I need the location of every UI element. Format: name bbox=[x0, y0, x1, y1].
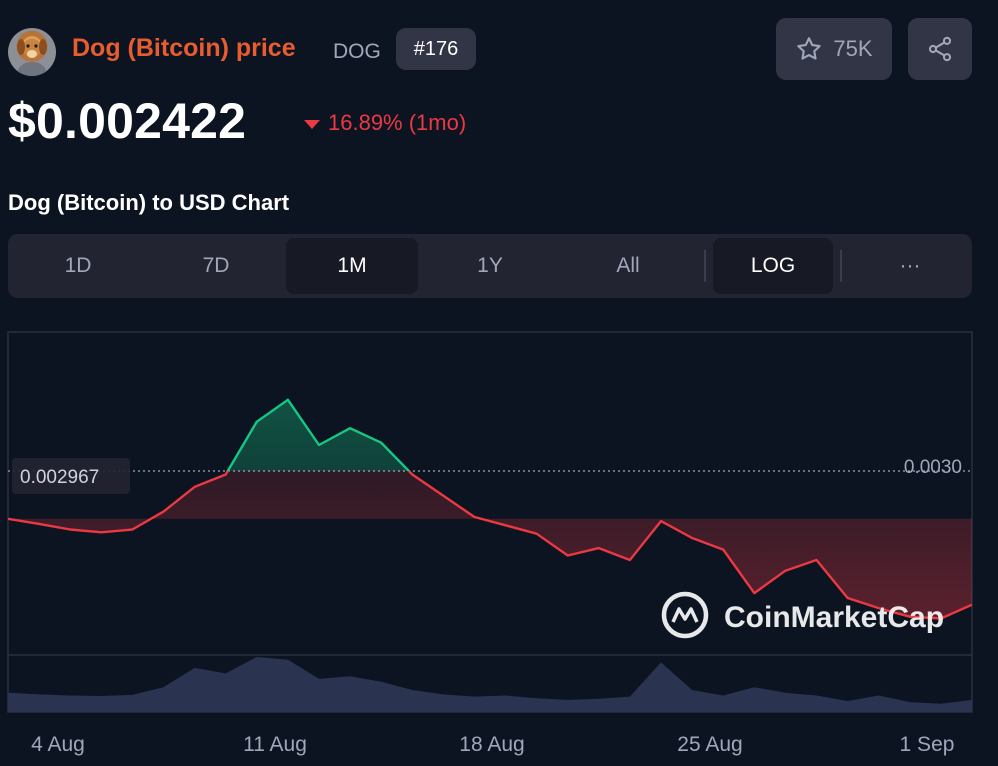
x-tick-label: 1 Sep bbox=[900, 733, 955, 756]
price-change: 16.89% (1mo) bbox=[304, 110, 466, 136]
rank-badge: #176 bbox=[396, 28, 476, 70]
coin-avatar bbox=[8, 28, 56, 76]
star-icon bbox=[797, 37, 822, 60]
coin-name: Dog (Bitcoin) price bbox=[72, 34, 296, 62]
area-above-reference bbox=[227, 399, 409, 471]
range-tab-1y[interactable]: 1Y bbox=[477, 254, 503, 277]
coin-symbol: DOG bbox=[333, 40, 381, 63]
share-button[interactable] bbox=[908, 18, 972, 80]
watchlist-count: 75K bbox=[833, 36, 873, 61]
reference-value-label: 0.002967 bbox=[20, 467, 99, 488]
x-tick-label: 11 Aug bbox=[243, 733, 307, 756]
x-tick-label: 18 Aug bbox=[459, 733, 524, 756]
price-line-down bbox=[8, 471, 972, 620]
volume-area bbox=[8, 656, 972, 712]
range-tab-7d[interactable]: 7D bbox=[202, 254, 230, 277]
y-tick-label: 0.0030 bbox=[904, 457, 962, 478]
reference-value-tag bbox=[12, 458, 130, 494]
price-chart[interactable]: 0.002967 0.0030 CoinMarketCap 4 Aug 11 A… bbox=[0, 330, 998, 766]
x-tick-label: 25 Aug bbox=[677, 733, 742, 756]
watchlist-button[interactable]: 75K bbox=[776, 18, 892, 80]
caret-down-icon bbox=[304, 119, 320, 129]
range-tab-all[interactable]: All bbox=[616, 254, 640, 277]
chart-title: Dog (Bitcoin) to USD Chart bbox=[8, 190, 290, 215]
price-change-value: 16.89% (1mo) bbox=[328, 110, 467, 135]
tab-divider bbox=[704, 250, 706, 282]
watermark-text: CoinMarketCap bbox=[724, 601, 944, 634]
current-price: $0.002422 bbox=[8, 93, 247, 149]
range-tab-1m[interactable]: 1M bbox=[286, 238, 418, 294]
coinmarketcap-watermark: CoinMarketCap bbox=[661, 591, 944, 639]
price-line bbox=[8, 398, 972, 620]
log-scale-toggle[interactable]: LOG bbox=[713, 238, 833, 294]
price-area bbox=[8, 399, 972, 619]
range-tab-1d[interactable]: 1D bbox=[64, 254, 92, 277]
x-tick-label: 4 Aug bbox=[31, 733, 85, 756]
price-line-up bbox=[226, 398, 411, 471]
coin-header: Dog (Bitcoin) price DOG #176 75K bbox=[8, 18, 988, 80]
more-options-button[interactable]: ··· bbox=[899, 254, 921, 277]
chart-range-bar: 1D 7D 1M 1Y All LOG ··· bbox=[8, 234, 972, 298]
share-icon bbox=[928, 36, 952, 62]
volume-bars bbox=[8, 656, 972, 712]
area-below-reference bbox=[8, 471, 972, 619]
tab-divider bbox=[840, 250, 842, 282]
